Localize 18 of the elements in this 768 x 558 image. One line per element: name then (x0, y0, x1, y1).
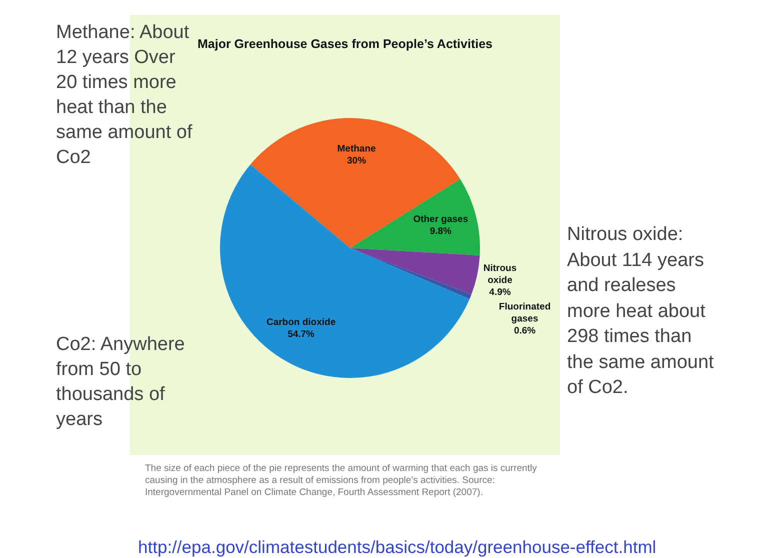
pie-slice (350, 179, 480, 256)
data-label: 9.8% (430, 225, 452, 236)
text: The size of each piece of the pie represents the amount of warming that each gas is currently causing in the atmosphere as a result of emissions from people’s activities. Source: Intergovernmental Panel on Climate Change, Fourth Assessment Report (2007). (145, 463, 538, 499)
data-label: 4.9% (489, 286, 512, 298)
data-label: 0.6% (514, 325, 536, 336)
text: Co2: Anywhere from 50 to thousands of years (56, 333, 186, 432)
slice-label: Methane (337, 143, 376, 154)
data-label: 54.7% (288, 328, 316, 340)
text: Nitrous oxide: About 114 years and realeses more heat about 298 times than the same amount of Co2. (567, 223, 715, 400)
pie-slice (220, 164, 470, 378)
data-label: 30% (347, 155, 367, 166)
chart-title: Major Greenhouse Gases from People’s Activities (197, 37, 492, 51)
slice-label: Other gases (413, 213, 468, 224)
text: Methane: About 12 years Over 20 times more heat than the same amount of Co2 (56, 21, 194, 170)
slice-label: Nitrous oxide (483, 262, 517, 286)
slice-label: Carbon dioxide (266, 316, 336, 328)
slice-label: Fluorinated gases (498, 301, 551, 324)
text: http://epa.gov/climatestudents/basics/today/greenhouse-effect.html (138, 537, 658, 557)
